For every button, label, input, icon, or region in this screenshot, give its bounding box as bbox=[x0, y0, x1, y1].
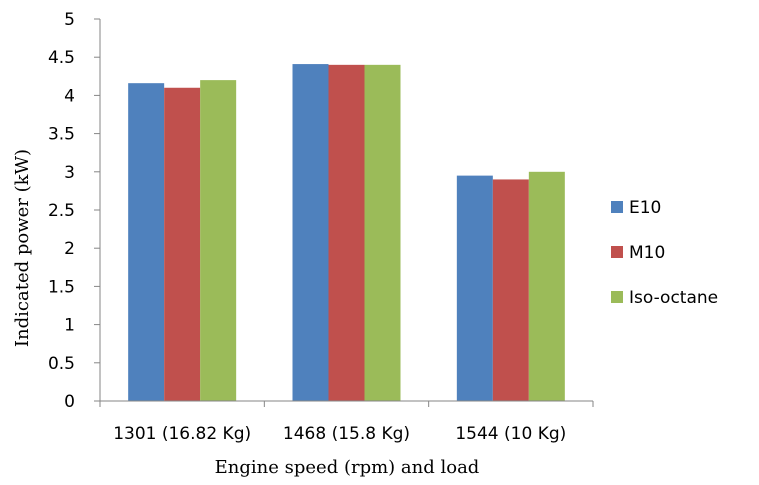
y-tick-label: 5 bbox=[64, 10, 75, 30]
legend-swatch bbox=[611, 291, 623, 303]
y-tick-label: 4 bbox=[64, 86, 75, 106]
bar-m10 bbox=[328, 64, 365, 401]
legend-swatch bbox=[611, 201, 623, 213]
y-tick-label: 0.5 bbox=[48, 354, 75, 374]
y-axis-title: Indicated power (kW) bbox=[12, 149, 33, 347]
bar-iso-octane bbox=[528, 171, 565, 401]
y-tick-label: 2.5 bbox=[48, 201, 75, 221]
legend-label: M10 bbox=[629, 243, 665, 263]
x-axis-title: Engine speed (rpm) and load bbox=[215, 457, 480, 478]
x-tick-label: 1301 (16.82 Kg) bbox=[113, 424, 251, 444]
bar-m10 bbox=[164, 87, 201, 401]
legend-swatch bbox=[611, 246, 623, 258]
legend: E10 M10 Iso-octane bbox=[611, 198, 718, 308]
y-axis-ticks: 0 0.5 1 1.5 2 2.5 3 3.5 4 4.5 5 bbox=[48, 10, 100, 412]
bar-iso-octane bbox=[200, 80, 237, 402]
x-tick-label: 1544 (10 Kg) bbox=[455, 424, 566, 444]
y-tick-label: 3 bbox=[64, 163, 75, 183]
x-tick-label: 1468 (15.8 Kg) bbox=[283, 424, 410, 444]
y-tick-label: 0 bbox=[64, 392, 75, 412]
y-tick-label: 1.5 bbox=[48, 277, 75, 297]
legend-label: E10 bbox=[629, 198, 661, 218]
y-tick-label: 2 bbox=[64, 239, 75, 259]
y-tick-label: 3.5 bbox=[48, 125, 75, 145]
bar-e10 bbox=[456, 175, 493, 401]
bar-e10 bbox=[292, 64, 329, 402]
y-tick-label: 1 bbox=[64, 316, 75, 336]
legend-label: Iso-octane bbox=[629, 288, 718, 308]
y-tick-label: 4.5 bbox=[48, 48, 75, 68]
x-axis-ticks: 1301 (16.82 Kg) 1468 (15.8 Kg) 1544 (10 Kg… bbox=[99, 401, 594, 444]
bar-series bbox=[128, 64, 565, 402]
bar-iso-octane bbox=[364, 64, 401, 401]
bar-e10 bbox=[128, 83, 165, 402]
bar-m10 bbox=[492, 179, 529, 401]
